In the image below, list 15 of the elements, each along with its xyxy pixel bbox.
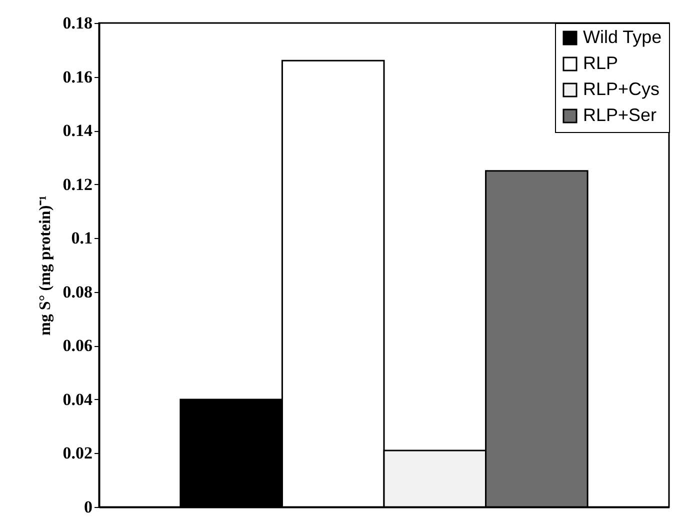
y-tick-label: 0.16 <box>62 67 92 86</box>
y-tick-label: 0.08 <box>62 282 92 302</box>
y-tick-label: 0.02 <box>62 444 92 463</box>
y-tick-label: 0.04 <box>62 390 93 409</box>
legend-label: RLP <box>583 53 618 73</box>
y-tick-label: 0.12 <box>62 174 92 194</box>
y-tick-label: 0.1 <box>71 228 92 248</box>
y-tick-label: 0.14 <box>62 121 93 140</box>
legend-label: RLP+Ser <box>583 105 657 125</box>
y-tick-label: 0.18 <box>62 14 92 32</box>
legend-label: RLP+Cys <box>583 79 660 99</box>
y-tick-label: 0 <box>84 498 92 516</box>
legend-label: Wild Type <box>583 27 662 47</box>
y-axis-title: mg S° (mg protein)⁻¹ <box>36 195 54 336</box>
y-tick-label: 0.06 <box>62 336 92 356</box>
